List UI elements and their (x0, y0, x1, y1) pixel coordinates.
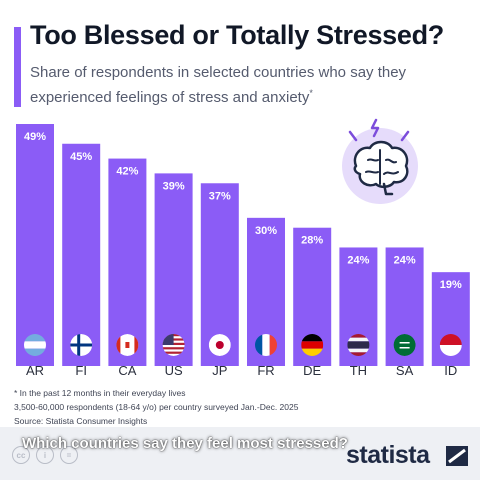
footnote-source: Source: Statista Consumer Insights (14, 416, 148, 426)
title-accent-bar (14, 27, 21, 107)
flag-jp-icon (208, 334, 231, 356)
equals-icon[interactable]: = (60, 446, 78, 464)
flag-de-icon (301, 334, 324, 356)
bar-chart: 49% AR 45% FI 42% CA 39% US 37% JP 30% FR 28% DE 24% TH… (16, 124, 470, 378)
bar-us (154, 173, 193, 366)
caption-text: Which countries say they feel most stres… (22, 435, 348, 452)
category-label-us: US (165, 363, 183, 378)
flag-us-icon (162, 334, 185, 356)
category-label-jp: JP (212, 363, 227, 378)
category-label-fr: FR (257, 363, 274, 378)
flag-fi-icon (70, 334, 93, 356)
category-label-sa: SA (396, 363, 414, 378)
statista-logo-mark (446, 446, 468, 466)
subtitle-marker: * (309, 88, 313, 98)
subtitle-text: Share of respondents in selected countri… (30, 64, 407, 106)
bar-ar (16, 124, 54, 366)
flag-th-icon (347, 334, 370, 356)
category-label-fi: FI (75, 363, 87, 378)
info-icon[interactable]: i (36, 446, 54, 464)
data-label-jp: 37% (209, 190, 231, 202)
caption-bar (0, 427, 480, 480)
category-label-de: DE (303, 363, 321, 378)
flag-sa-icon (393, 334, 416, 356)
data-label-ca: 42% (116, 166, 138, 178)
data-label-th: 24% (347, 254, 369, 266)
data-label-fr: 30% (255, 225, 277, 237)
data-label-ar: 49% (24, 131, 46, 143)
flag-ar-icon (24, 334, 46, 356)
category-label-ar: AR (26, 363, 44, 378)
brain-icon (330, 118, 430, 208)
data-label-id: 19% (440, 279, 462, 291)
chart-title: Too Blessed or Totally Stressed? (30, 20, 445, 50)
data-label-us: 39% (163, 180, 185, 192)
footnote-sample: 3,500-60,000 respondents (18-64 y/o) per… (14, 402, 299, 412)
data-label-fi: 45% (70, 151, 92, 163)
license-icons: cc i = (12, 446, 78, 464)
data-label-de: 28% (301, 235, 323, 247)
flag-ca-icon (116, 334, 139, 356)
footnote-note: * In the past 12 months in their everyda… (14, 388, 186, 398)
statista-logo[interactable]: statista (346, 441, 430, 469)
category-label-ca: CA (118, 363, 136, 378)
flag-fr-icon (255, 334, 277, 356)
flag-id-icon (439, 334, 462, 356)
data-label-sa: 24% (394, 254, 416, 266)
chart-subtitle: Share of respondents in selected countri… (30, 63, 470, 108)
category-label-th: TH (350, 363, 367, 378)
cc-icon[interactable]: cc (12, 446, 30, 464)
category-label-id: ID (444, 363, 457, 378)
bar-fi (62, 143, 101, 366)
bar-ca (108, 158, 147, 366)
